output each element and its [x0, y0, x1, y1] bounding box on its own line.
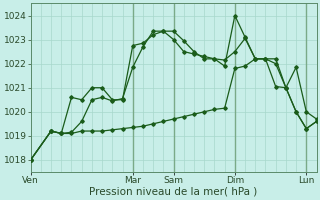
X-axis label: Pression niveau de la mer( hPa ): Pression niveau de la mer( hPa ) [90, 187, 258, 197]
